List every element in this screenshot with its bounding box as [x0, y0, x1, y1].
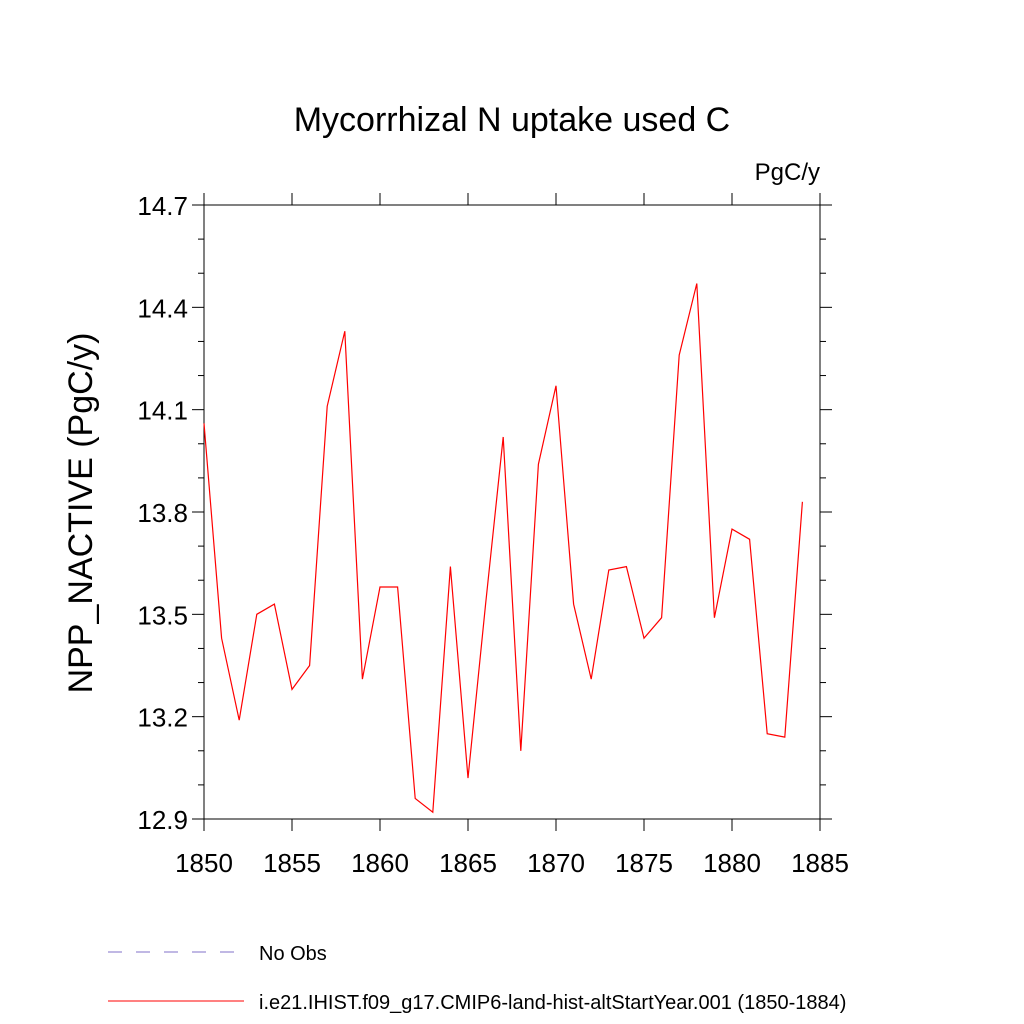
legend-label: i.e21.IHIST.f09_g17.CMIP6-land-hist-altS… — [259, 992, 846, 1014]
plot-border — [203, 204, 821, 820]
series-line — [203, 283, 803, 814]
x-tick-label: 1850 — [175, 848, 233, 878]
y-tick-label: 13.5 — [137, 600, 188, 630]
y-tick-label: 12.9 — [137, 805, 188, 835]
x-tick-label: 1880 — [703, 848, 761, 878]
y-tick-label: 14.7 — [137, 191, 188, 221]
x-axis: 1850 1855 1860 1865 1870 1875 1880 1885 — [175, 193, 849, 878]
x-tick-label: 1860 — [351, 848, 409, 878]
y-axis: 12.9 13.2 13.5 13.8 14.1 14.4 14.7 — [137, 191, 832, 835]
legend: No Obs i.e21.IHIST.f09_g17.CMIP6-land-his… — [108, 943, 846, 1014]
x-tick-label: 1885 — [791, 848, 849, 878]
plot-frame — [203, 204, 821, 820]
y-tick-label: 14.4 — [137, 293, 188, 323]
x-tick-label: 1875 — [615, 848, 673, 878]
y-tick-label: 13.8 — [137, 498, 188, 528]
x-tick-label: 1855 — [263, 848, 321, 878]
units-label: PgC/y — [755, 159, 820, 186]
y-axis-label: NPP_NACTIVE (PgC/y) — [62, 333, 100, 694]
y-tick-label: 14.1 — [137, 396, 188, 426]
series-group — [203, 283, 803, 814]
x-tick-label: 1865 — [439, 848, 497, 878]
chart-title: Mycorrhizal N uptake used C — [294, 101, 731, 139]
y-tick-label: 13.2 — [137, 703, 188, 733]
x-tick-label: 1870 — [527, 848, 585, 878]
legend-label: No Obs — [259, 943, 327, 965]
